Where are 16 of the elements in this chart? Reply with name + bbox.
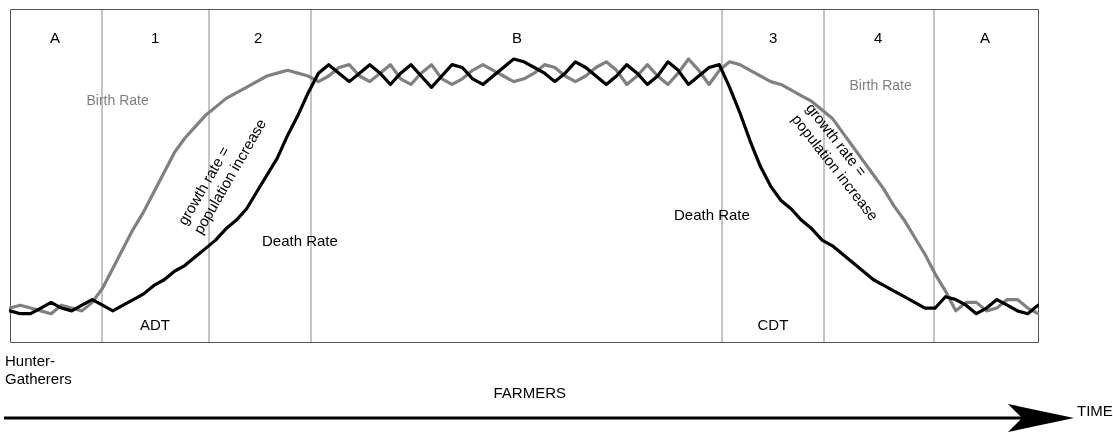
text: A [50,29,61,47]
text: 1 [151,29,160,47]
text: Hunter- Gatherers [5,352,72,388]
annotation: CDT [757,316,789,334]
annotation: Birth Rate [86,91,149,109]
annotation: Death Rate [262,232,338,250]
text: 4 [874,29,883,47]
text: 3 [769,29,778,47]
text: FARMERS [493,384,567,402]
text: B [512,29,523,47]
text: TIME [1077,402,1113,420]
text: 2 [254,29,263,47]
annotation: ADT [140,316,170,334]
text: A [980,29,991,47]
annotation: Birth Rate [849,76,912,94]
annotation: Death Rate [674,206,750,224]
